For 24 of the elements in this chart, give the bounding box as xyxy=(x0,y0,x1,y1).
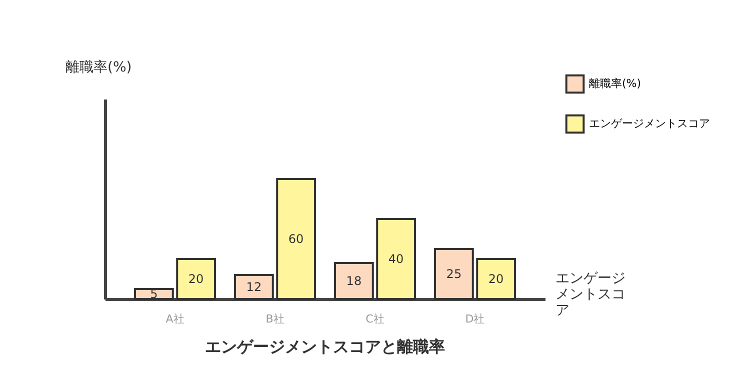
text: エンゲージメントスコアと離職率 xyxy=(205,337,445,356)
x-axis-title: エンゲージメントスコア xyxy=(556,270,626,318)
data-label: 25 xyxy=(446,267,462,281)
bar xyxy=(176,258,216,300)
legend-label: 離職率(%) xyxy=(589,77,642,90)
bar xyxy=(434,248,474,300)
data-label: 40 xyxy=(388,252,404,266)
legend-label: エンゲージメントスコア xyxy=(589,117,710,130)
x-tick-label: B社 xyxy=(266,312,284,326)
data-label: 20 xyxy=(188,272,204,286)
x-tick-label: D社 xyxy=(465,312,485,326)
bar xyxy=(234,274,274,300)
y-axis-title: 離職率(%) xyxy=(66,60,132,76)
data-label: 60 xyxy=(288,232,304,246)
bar xyxy=(134,288,174,300)
data-label: 20 xyxy=(488,272,504,286)
x-tick-label: A社 xyxy=(166,312,184,326)
data-label: 12 xyxy=(246,280,262,294)
bar xyxy=(334,262,374,300)
bar xyxy=(376,218,416,300)
bar xyxy=(276,178,316,300)
x-tick-label: C社 xyxy=(366,312,384,326)
bar xyxy=(476,258,516,300)
data-label: 18 xyxy=(346,274,362,288)
